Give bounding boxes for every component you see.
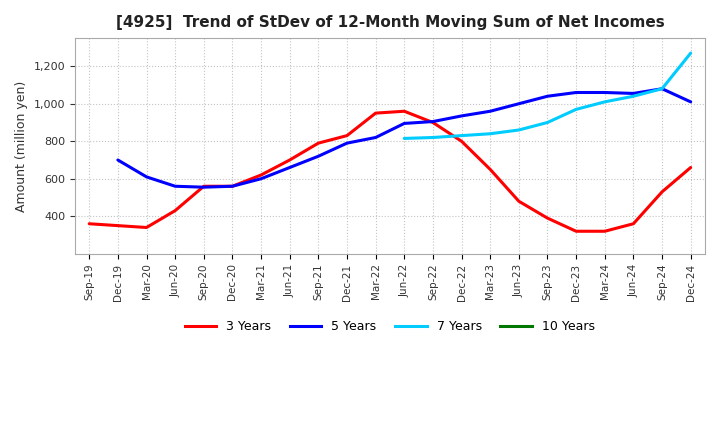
Legend: 3 Years, 5 Years, 7 Years, 10 Years: 3 Years, 5 Years, 7 Years, 10 Years [180, 315, 600, 338]
Y-axis label: Amount (million yen): Amount (million yen) [15, 81, 28, 212]
Title: [4925]  Trend of StDev of 12-Month Moving Sum of Net Incomes: [4925] Trend of StDev of 12-Month Moving… [116, 15, 665, 30]
